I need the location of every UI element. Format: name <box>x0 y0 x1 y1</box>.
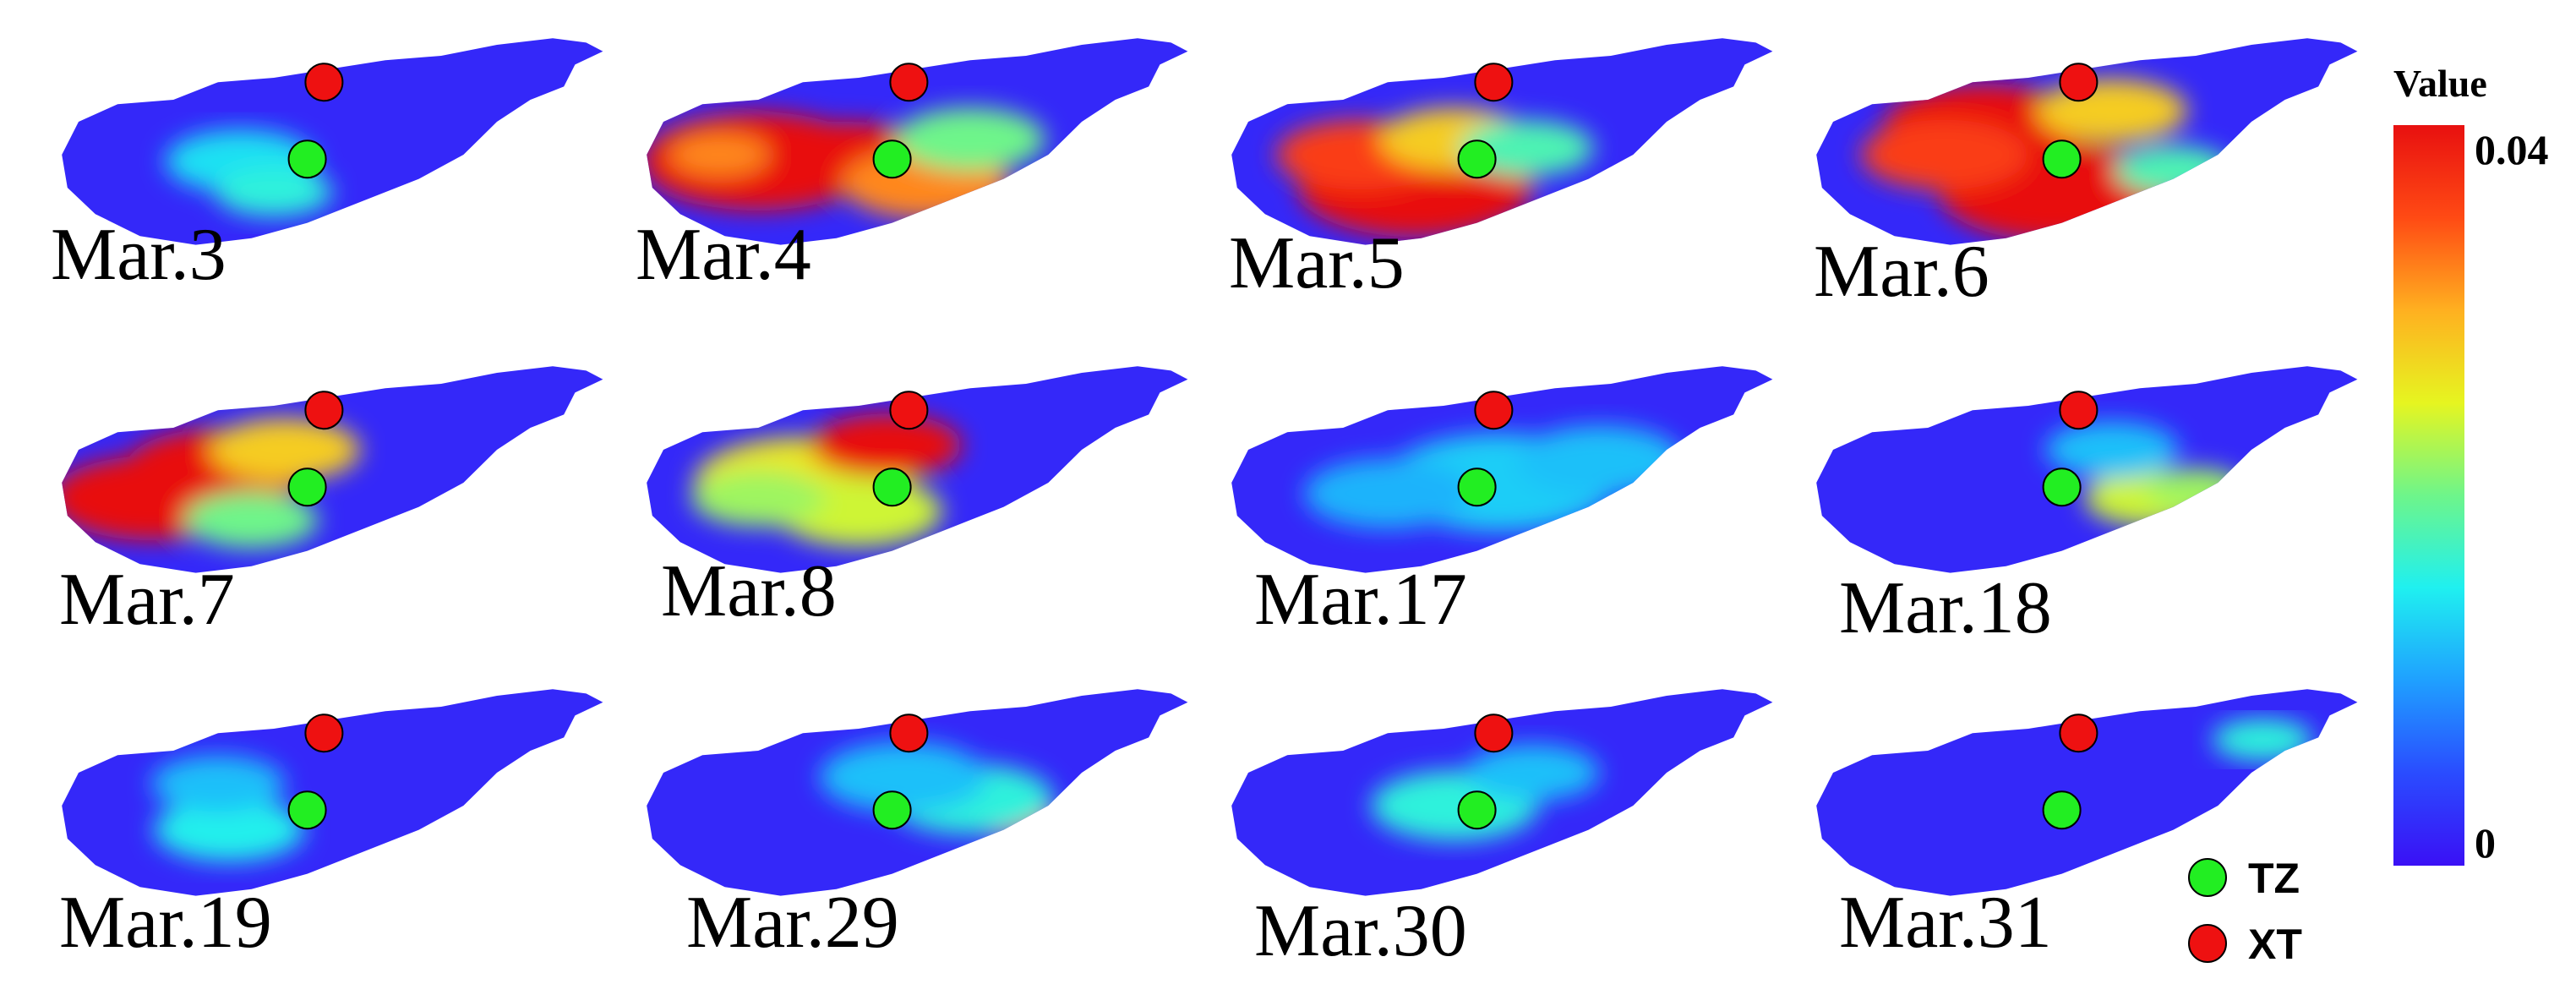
station-marker-tz <box>2042 139 2082 179</box>
map-panel: Mar.30 <box>1231 689 1773 972</box>
station-marker-xt <box>304 391 344 430</box>
panel-date-label: Mar.8 <box>661 550 837 632</box>
station-marker-xt <box>1474 713 1514 753</box>
panel-date-label: Mar.18 <box>1839 567 2052 649</box>
station-marker-tz <box>287 139 327 179</box>
station-marker-tz <box>2042 467 2082 507</box>
map-region <box>62 38 603 245</box>
concentration-hotspot <box>1465 744 1600 801</box>
concentration-layer <box>62 418 361 549</box>
colorbar-max-label: 0.04 <box>2475 126 2549 173</box>
concentration-hotspot <box>2044 421 2180 478</box>
station-marker-xt <box>2059 391 2098 430</box>
concentration-hotspot <box>669 134 770 176</box>
concentration-hotspot <box>184 491 319 549</box>
map-panel: Mar.3 <box>51 38 603 296</box>
panel-date-label: Mar.31 <box>1839 882 2052 964</box>
map-panel: Mar.18 <box>1816 366 2358 649</box>
concentration-hotspot <box>2212 719 2313 761</box>
concentration-hotspot <box>154 798 305 862</box>
station-marker-tz <box>2042 790 2082 830</box>
station-marker-xt <box>304 63 344 102</box>
concentration-layer <box>1304 425 1684 533</box>
map-panel: Mar.8 <box>647 366 1188 632</box>
concentration-layer <box>1276 107 1595 238</box>
colorbar-ramp <box>2393 125 2464 866</box>
map-panel: Mar.7 <box>59 366 603 641</box>
panel-date-label: Mar.19 <box>59 882 272 964</box>
legend-marker-xt <box>2188 924 2227 963</box>
station-marker-tz <box>287 467 327 507</box>
map-panel: Mar.31 <box>1816 689 2358 964</box>
map-panels: Mar.3 Mar.4 Mar.5 Mar.6 Mar.7 Mar.8 Mar.17 Mar.… <box>51 38 2358 972</box>
station-marker-tz <box>1457 467 1497 507</box>
station-marker-tz <box>872 139 912 179</box>
station-marker-tz <box>1457 139 1497 179</box>
concentration-layer <box>1371 744 1600 841</box>
concentration-hotspot <box>1304 458 1471 529</box>
concentration-layer <box>150 755 305 862</box>
concentration-hotspot <box>1861 119 2028 190</box>
panel-date-label: Mar.3 <box>51 214 226 296</box>
station-marker-xt <box>889 63 929 102</box>
concentration-hotspot <box>2115 145 2232 195</box>
concentration-hotspot <box>894 107 1046 172</box>
concentration-hotspot <box>691 469 826 527</box>
panel-date-label: Mar.7 <box>59 559 235 641</box>
panel-date-label: Mar.5 <box>1229 222 1405 304</box>
station-marker-xt <box>889 391 929 430</box>
panel-date-label: Mar.29 <box>686 882 899 964</box>
station-marker-tz <box>872 790 912 830</box>
panel-date-label: Mar.4 <box>636 214 811 296</box>
station-marker-xt <box>2059 713 2098 753</box>
legend-label-xt: XT <box>2248 921 2302 968</box>
map-panel: Mar.17 <box>1231 366 1773 641</box>
concentration-hotspot <box>150 755 286 812</box>
map-panel: Mar.29 <box>647 689 1188 964</box>
station-marker-tz <box>1457 790 1497 830</box>
station-marker-tz <box>872 467 912 507</box>
concentration-hotspot <box>819 741 987 812</box>
station-marker-xt <box>889 713 929 753</box>
concentration-layer <box>691 413 963 547</box>
station-marker-tz <box>287 790 327 830</box>
concentration-hotspot <box>1515 425 1684 496</box>
concentration-hotspot <box>2036 79 2188 143</box>
concentration-layer <box>2212 719 2313 761</box>
colorbar: Value 0.04 0 <box>2393 62 2549 867</box>
concentration-layer <box>165 129 333 217</box>
panel-date-label: Mar.30 <box>1254 890 1467 972</box>
map-panel: Mar.19 <box>59 689 603 964</box>
concentration-hotspot <box>215 167 333 217</box>
panel-date-label: Mar.6 <box>1814 231 1989 313</box>
station-marker-xt <box>2059 63 2098 102</box>
legend-label-tz: TZ <box>2248 855 2300 902</box>
colorbar-title: Value <box>2393 62 2487 105</box>
map-panel: Mar.6 <box>1814 38 2358 313</box>
map-panel: Mar.4 <box>636 38 1188 296</box>
station-marker-xt <box>1474 391 1514 430</box>
colorbar-min-label: 0 <box>2475 819 2496 867</box>
map-panel: Mar.5 <box>1229 38 1773 304</box>
legend-marker-tz <box>2188 858 2227 897</box>
station-marker-xt <box>1474 63 1514 102</box>
concentration-hotspot <box>810 413 963 478</box>
station-legend: TZ XT <box>2188 855 2302 968</box>
concentration-hotspot <box>2145 467 2246 511</box>
station-marker-xt <box>304 713 344 753</box>
panel-date-label: Mar.17 <box>1254 559 1467 641</box>
concentration-hotspot <box>210 418 361 482</box>
